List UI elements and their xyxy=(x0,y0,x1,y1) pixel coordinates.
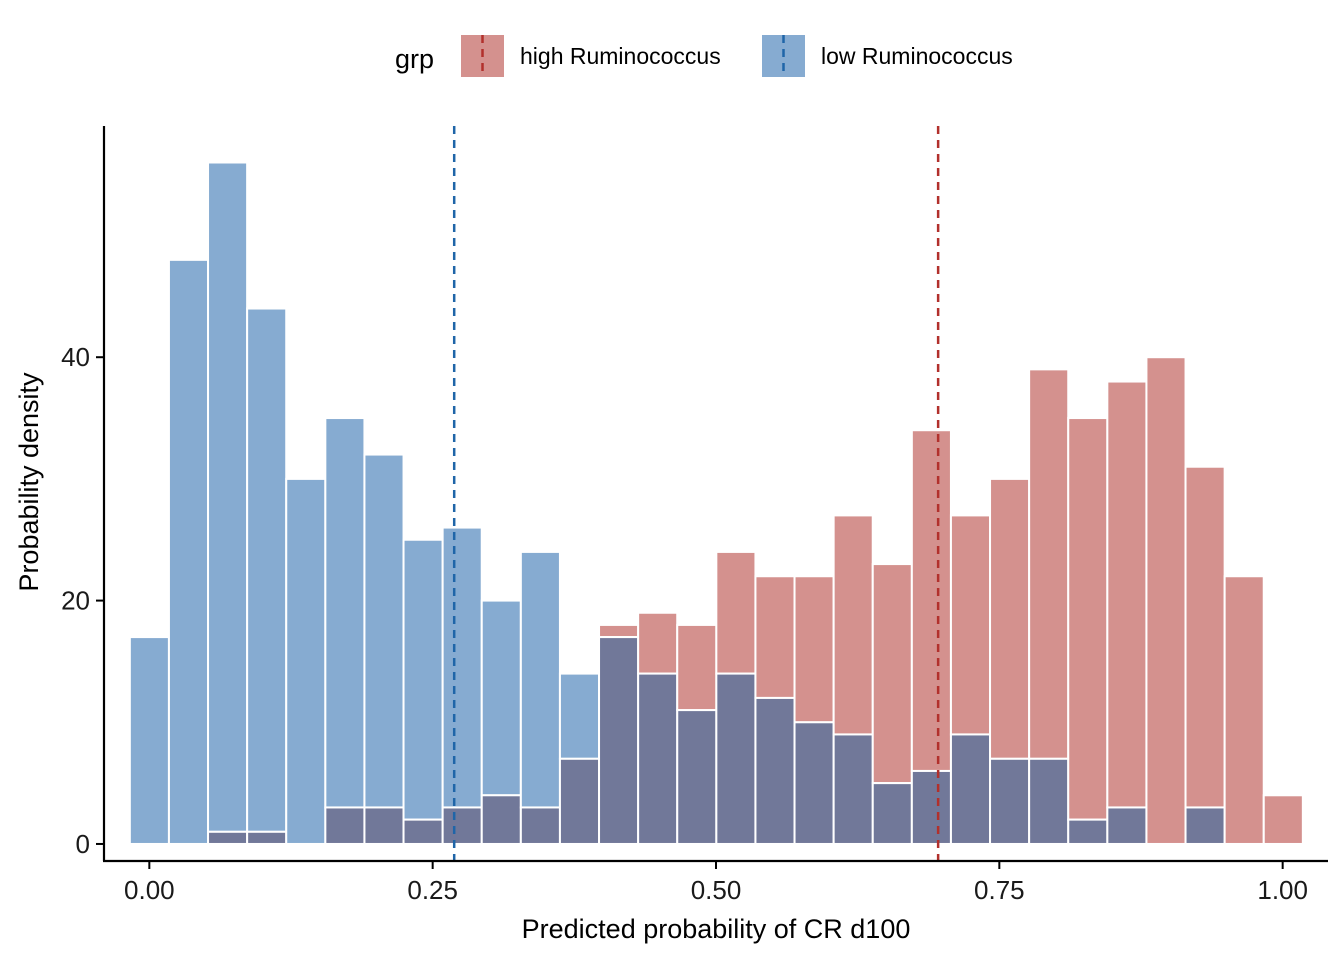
bar-overlap-bin-13 xyxy=(637,672,679,845)
bar-high-ruminococcus-bin-22 xyxy=(989,477,1031,760)
bar-high-ruminococcus-bin-18 xyxy=(832,514,874,736)
bar-overlap-bin-3 xyxy=(246,830,288,845)
bar-high-ruminococcus-bin-24 xyxy=(1067,417,1109,821)
bar-overlap-bin-25 xyxy=(1106,806,1148,845)
bar-low-ruminococcus-bin-4 xyxy=(285,477,327,845)
bar-overlap-bin-5 xyxy=(324,806,366,845)
bar-high-ruminococcus-bin-12 xyxy=(598,623,640,639)
x-tick-label: 0.25 xyxy=(407,875,458,905)
legend-label-high-ruminococcus: high Ruminococcus xyxy=(520,43,721,69)
bar-high-ruminococcus-bin-27 xyxy=(1184,465,1226,809)
bar-low-ruminococcus-bin-6 xyxy=(363,453,405,809)
bar-high-ruminococcus-bin-29 xyxy=(1262,794,1304,845)
bar-high-ruminococcus-bin-13 xyxy=(637,611,679,675)
bar-overlap-bin-8 xyxy=(441,806,483,845)
legend-key-low-ruminococcus xyxy=(762,35,805,77)
x-axis-title: Predicted probability of CR d100 xyxy=(522,914,911,944)
bar-high-ruminococcus-bin-23 xyxy=(1028,368,1070,760)
bar-overlap-bin-11 xyxy=(558,757,601,845)
bar-high-ruminococcus-bin-19 xyxy=(871,563,913,785)
bar-high-ruminococcus-bin-15 xyxy=(715,550,757,675)
ticks: 0.00 0.25 0.50 0.75 1.00 0 20 40 xyxy=(61,342,1308,905)
bar-overlap-bin-19 xyxy=(871,782,913,845)
bar-low-ruminococcus-bin-9 xyxy=(480,599,522,797)
bar-overlap-bin-20 xyxy=(910,769,952,845)
bar-overlap-bin-10 xyxy=(519,806,561,845)
bar-low-ruminococcus-bin-3 xyxy=(246,307,288,833)
bar-high-ruminococcus-bin-17 xyxy=(793,575,835,724)
x-tick-label: 0.50 xyxy=(691,875,742,905)
mean-lines-layer xyxy=(452,126,940,861)
bar-overlap-bin-12 xyxy=(598,636,640,845)
bar-overlap-bin-24 xyxy=(1067,818,1109,845)
bar-overlap-bin-17 xyxy=(793,721,835,845)
bar-overlap-bin-18 xyxy=(832,733,874,845)
bar-high-ruminococcus-bin-26 xyxy=(1145,356,1187,845)
bar-high-ruminococcus-bin-16 xyxy=(754,575,796,699)
bar-high-ruminococcus-bin-14 xyxy=(676,623,718,712)
bar-overlap-bin-14 xyxy=(676,709,718,845)
bar-overlap-bin-7 xyxy=(402,818,444,845)
legend-key-high-ruminococcus xyxy=(461,35,504,77)
bar-overlap-bin-21 xyxy=(949,733,992,845)
bar-overlap-bin-16 xyxy=(754,696,796,845)
x-tick-label: 0.00 xyxy=(124,875,175,905)
bar-low-ruminococcus-bin-0 xyxy=(128,636,170,845)
bars-layer xyxy=(128,161,1304,845)
bar-high-ruminococcus-bin-20 xyxy=(910,429,952,772)
bar-high-ruminococcus-bin-21 xyxy=(949,514,992,736)
legend-label-low-ruminococcus: low Ruminococcus xyxy=(821,43,1013,69)
bar-high-ruminococcus-bin-28 xyxy=(1223,575,1265,845)
bar-low-ruminococcus-bin-2 xyxy=(207,161,249,833)
y-tick-label: 40 xyxy=(61,342,90,372)
y-tick-label: 0 xyxy=(76,829,90,859)
bar-overlap-bin-27 xyxy=(1184,806,1226,845)
bar-overlap-bin-9 xyxy=(480,794,522,845)
y-axis-title: Probability density xyxy=(14,372,44,592)
bar-low-ruminococcus-bin-8 xyxy=(441,526,483,809)
bar-low-ruminococcus-bin-7 xyxy=(402,538,444,821)
bar-overlap-bin-22 xyxy=(989,757,1031,845)
bar-overlap-bin-15 xyxy=(715,672,757,845)
bar-high-ruminococcus-bin-25 xyxy=(1106,380,1148,809)
bar-overlap-bin-2 xyxy=(207,830,249,845)
bar-low-ruminococcus-bin-1 xyxy=(167,258,210,845)
x-tick-label: 0.75 xyxy=(974,875,1025,905)
y-tick-label: 20 xyxy=(61,586,90,616)
bar-low-ruminococcus-bin-5 xyxy=(324,417,366,809)
bar-overlap-bin-6 xyxy=(363,806,405,845)
legend-title: grp xyxy=(395,44,434,74)
x-tick-label: 1.00 xyxy=(1257,875,1308,905)
bar-low-ruminococcus-bin-10 xyxy=(519,550,561,809)
bar-overlap-bin-23 xyxy=(1028,757,1070,845)
legend: grp high Ruminococcus low Ruminococcus xyxy=(395,35,1013,77)
bar-low-ruminococcus-bin-11 xyxy=(558,672,601,760)
